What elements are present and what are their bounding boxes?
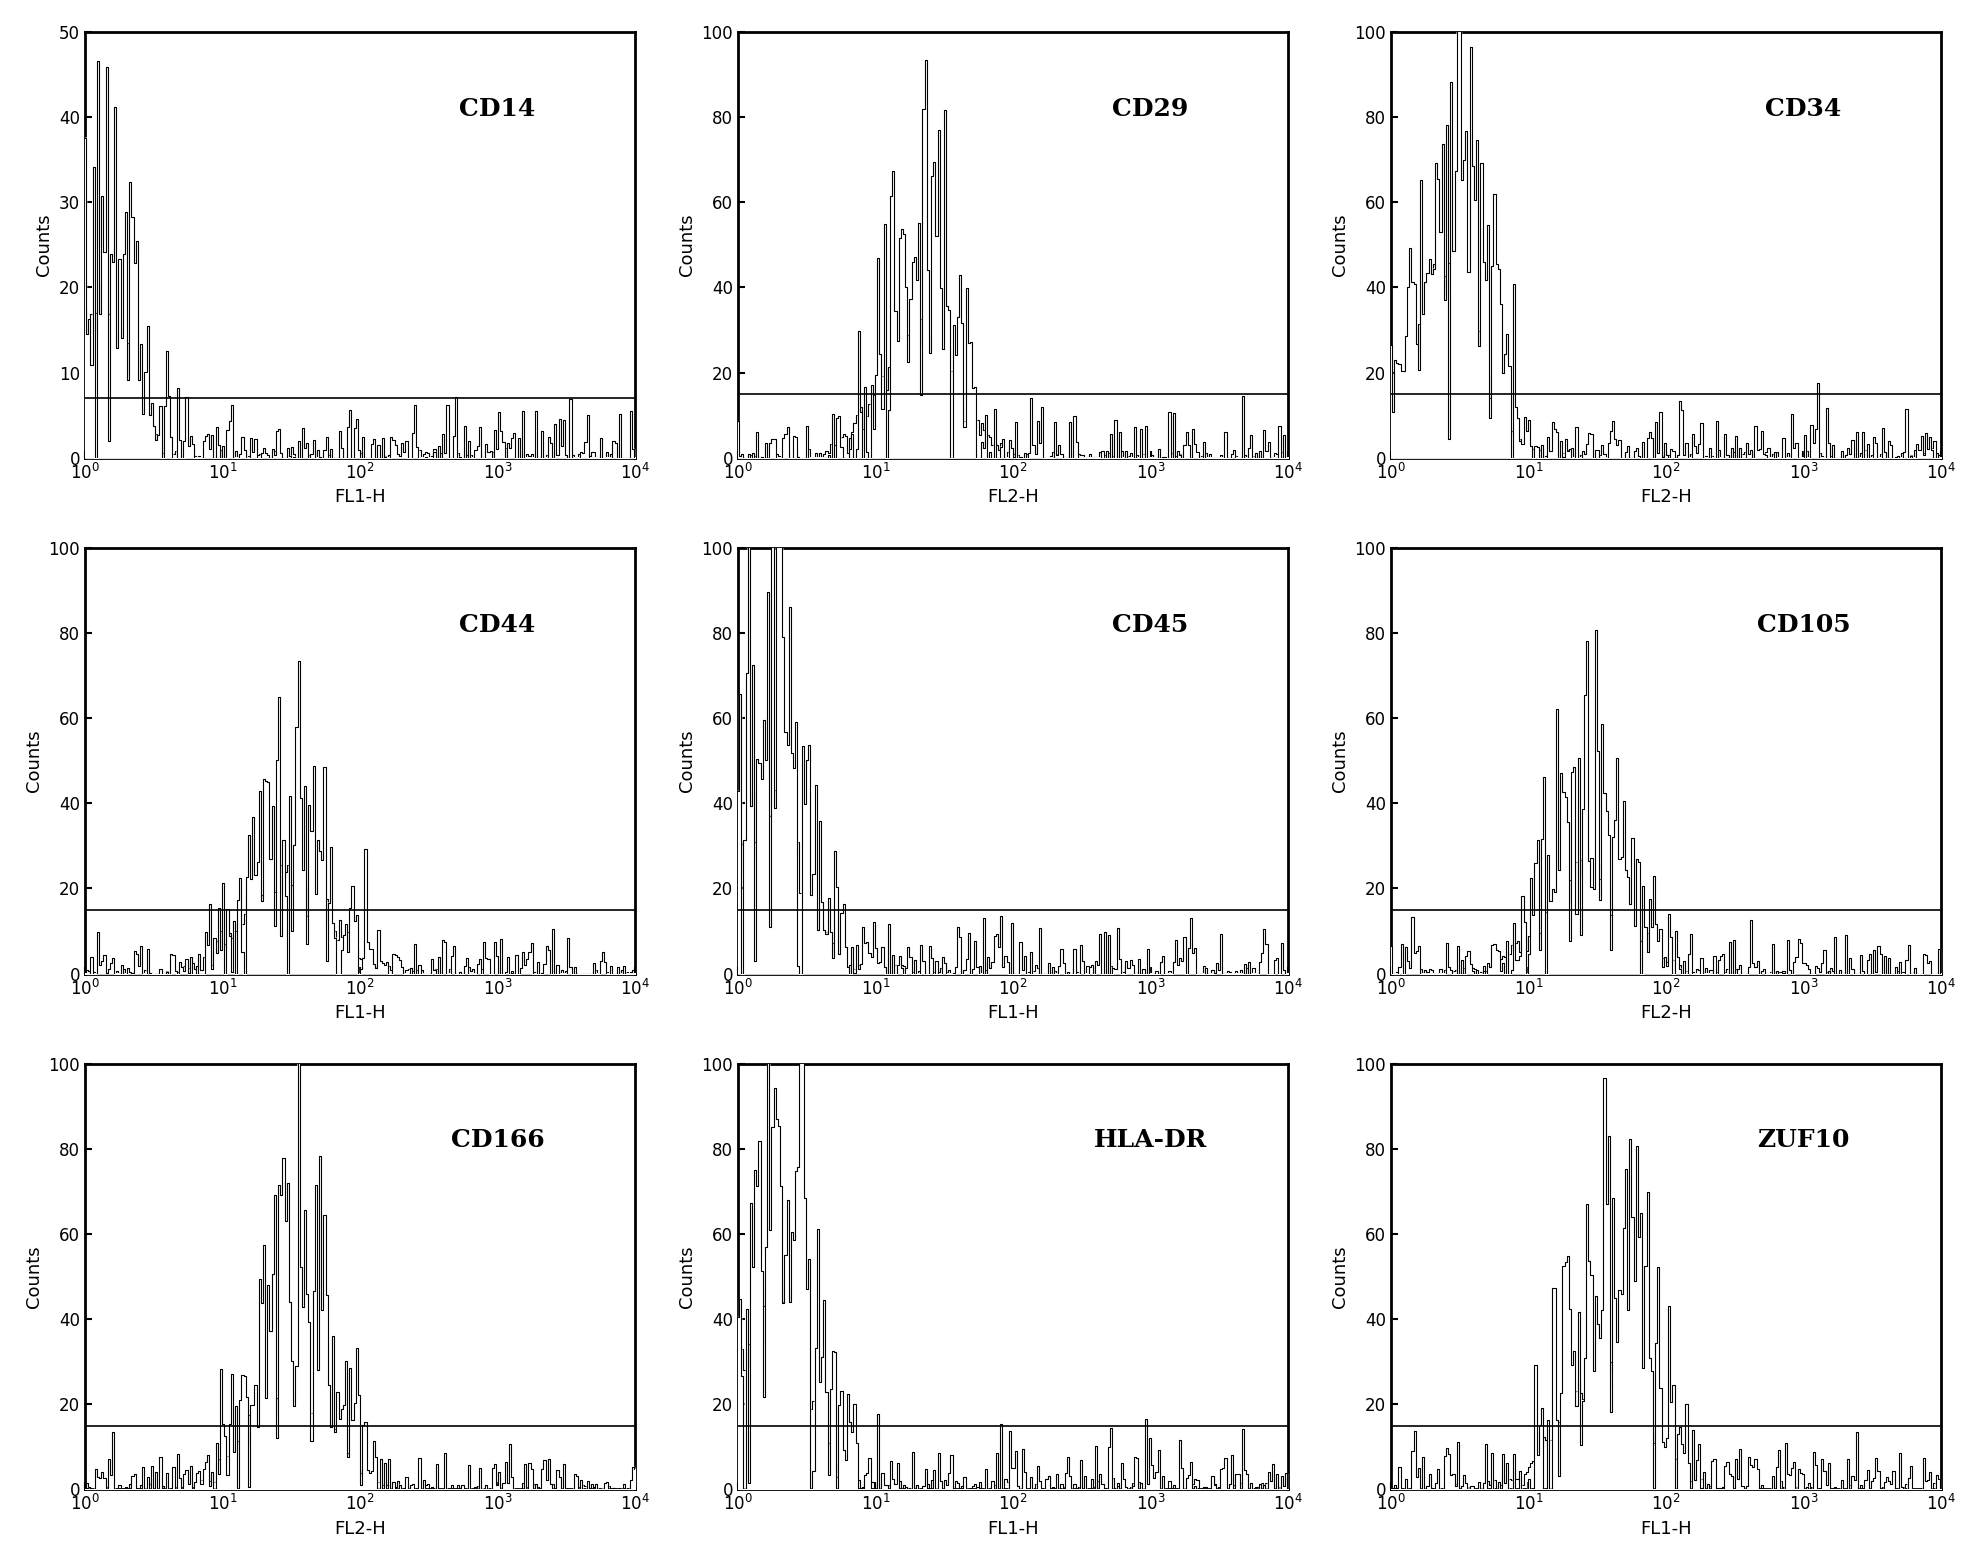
Y-axis label: Counts: Counts: [1331, 730, 1348, 792]
Y-axis label: Counts: Counts: [677, 214, 695, 277]
Text: CD105: CD105: [1756, 613, 1849, 636]
Text: CD14: CD14: [459, 97, 535, 120]
Text: ZUF10: ZUF10: [1756, 1128, 1849, 1152]
Y-axis label: Counts: Counts: [677, 730, 695, 792]
X-axis label: FL2-H: FL2-H: [1639, 1003, 1691, 1022]
Text: HLA-DR: HLA-DR: [1093, 1128, 1206, 1152]
X-axis label: FL2-H: FL2-H: [986, 488, 1038, 506]
Y-axis label: Counts: Counts: [677, 1246, 695, 1308]
Y-axis label: Counts: Counts: [26, 1246, 44, 1308]
X-axis label: FL1-H: FL1-H: [986, 1003, 1038, 1022]
X-axis label: FL2-H: FL2-H: [335, 1519, 386, 1538]
Y-axis label: Counts: Counts: [1331, 214, 1348, 277]
X-axis label: FL1-H: FL1-H: [986, 1519, 1038, 1538]
Y-axis label: Counts: Counts: [26, 730, 44, 792]
X-axis label: FL1-H: FL1-H: [335, 1003, 386, 1022]
Text: CD34: CD34: [1764, 97, 1841, 120]
X-axis label: FL1-H: FL1-H: [335, 488, 386, 506]
Y-axis label: Counts: Counts: [1331, 1246, 1348, 1308]
Text: CD45: CD45: [1113, 613, 1188, 636]
Text: CD44: CD44: [459, 613, 535, 636]
Text: CD29: CD29: [1113, 97, 1188, 120]
Y-axis label: Counts: Counts: [36, 214, 53, 277]
Text: CD166: CD166: [451, 1128, 544, 1152]
X-axis label: FL1-H: FL1-H: [1639, 1519, 1691, 1538]
X-axis label: FL2-H: FL2-H: [1639, 488, 1691, 506]
